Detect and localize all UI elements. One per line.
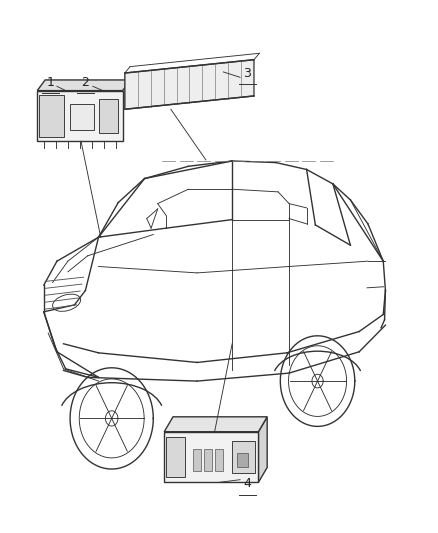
Bar	[164, 432, 258, 482]
Bar	[37, 91, 123, 141]
Bar	[70, 104, 94, 130]
Bar	[215, 449, 223, 471]
Bar	[193, 449, 201, 471]
Polygon shape	[258, 417, 267, 482]
Bar	[232, 441, 255, 473]
Polygon shape	[164, 417, 267, 432]
Text: 3: 3	[244, 67, 251, 80]
Polygon shape	[37, 80, 131, 91]
Bar	[99, 99, 118, 133]
Text: 2: 2	[81, 76, 89, 89]
Text: 1: 1	[46, 76, 54, 89]
Bar	[39, 95, 64, 137]
Polygon shape	[125, 60, 254, 109]
Bar	[166, 437, 185, 477]
Bar	[204, 449, 212, 471]
Text: 4: 4	[244, 478, 251, 490]
Bar	[237, 453, 248, 467]
